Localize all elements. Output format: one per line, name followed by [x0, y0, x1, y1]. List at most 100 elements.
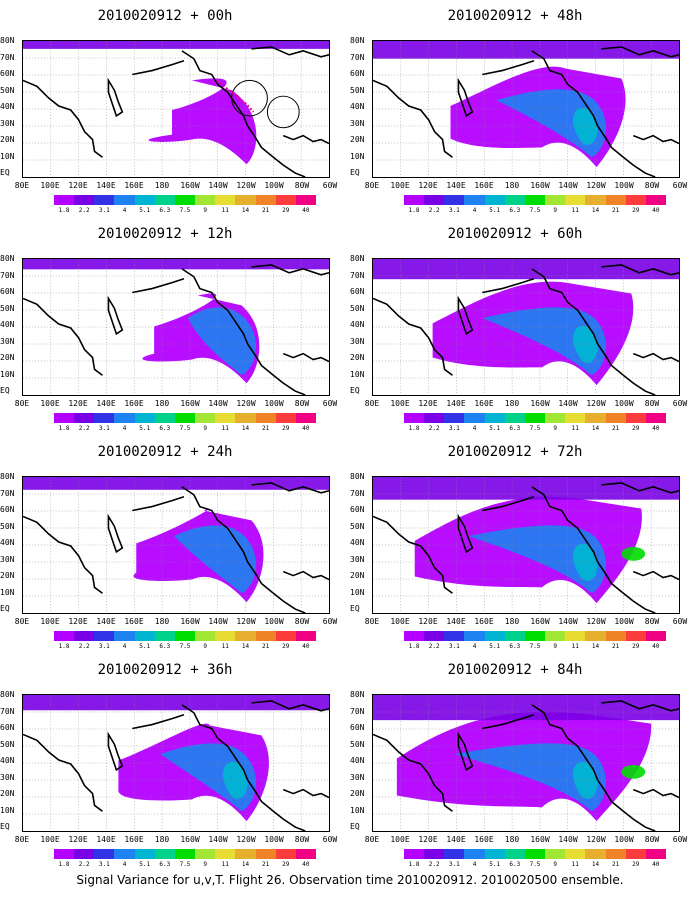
latitude-label: 70N	[350, 52, 365, 62]
colorbar-swatch	[645, 195, 667, 205]
colorbar-label: 4	[472, 643, 477, 650]
longitude-label: 160W	[530, 835, 550, 844]
colorbar-label: 7.5	[529, 643, 541, 650]
longitude-label: 140E	[446, 399, 466, 408]
colorbar-label: 14	[241, 861, 250, 868]
forecast-panel: 2010020912 + 72h 80N 70N 60N 50N 40N 30N 20N 10N…	[350, 436, 700, 654]
longitude-label: 80E	[364, 617, 380, 626]
latitude-label: 50N	[0, 739, 15, 749]
colorbar-label: 40	[652, 643, 660, 650]
colorbar-swatch	[74, 631, 95, 641]
longitude-label: 80E	[14, 617, 30, 626]
latitude-label: 40N	[0, 538, 15, 547]
longitude-label: 120W	[236, 181, 256, 190]
colorbar-label: 1.8	[408, 643, 420, 650]
latitude-label: EQ	[0, 822, 10, 831]
longitude-label: 80E	[364, 835, 380, 844]
colorbar-swatch	[504, 413, 525, 423]
longitude-label: 80E	[14, 181, 30, 190]
latitude-label: 40N	[0, 320, 15, 329]
longitude-label: 180	[504, 181, 520, 190]
colorbar-swatch	[565, 631, 586, 641]
colorbar-swatch	[235, 631, 256, 641]
latitude-label: 40N	[0, 102, 15, 111]
colorbar-swatch	[94, 413, 115, 423]
latitude-label: EQ	[350, 386, 360, 395]
longitude-label: 160W	[180, 617, 200, 626]
longitude-label: 180	[504, 835, 520, 844]
longitude-label: 100W	[614, 181, 634, 190]
colorbar-swatch	[585, 631, 606, 641]
colorbar-label: 3.1	[98, 861, 110, 868]
coastline	[23, 733, 103, 812]
latitude-label: 20N	[350, 135, 365, 144]
colorbar-label: 1.8	[58, 207, 70, 214]
latitude-label: 10N	[0, 587, 15, 597]
longitude-label: 160W	[180, 835, 200, 844]
colorbar-label: 14	[241, 643, 250, 650]
colorbar-swatch	[645, 631, 667, 641]
colorbar-label: 7.5	[179, 425, 191, 432]
colorbar-swatch	[464, 849, 485, 859]
colorbar-label: 29	[632, 643, 640, 650]
colorbar-swatch	[94, 195, 115, 205]
longitude-label: 120E	[68, 617, 88, 626]
longitude-label: 160W	[180, 181, 200, 190]
colorbar-label: 3.1	[448, 643, 460, 650]
colorbar-label: 40	[652, 861, 660, 868]
latitude-label: 60N	[0, 287, 15, 296]
latitude-label: 20N	[350, 353, 365, 362]
colorbar-label: 14	[591, 643, 600, 650]
colorbar-label: 3.1	[448, 425, 460, 432]
colorbar-swatch	[545, 631, 566, 641]
colorbar-swatch	[154, 413, 175, 423]
map-plot	[22, 694, 330, 832]
colorbar-swatch	[524, 631, 546, 641]
forecast-panel: 2010020912 + 12h 80N 70N 60N 50N 40N 30N 20N 10N…	[0, 218, 350, 436]
colorbar-swatch	[94, 631, 115, 641]
colorbar-labels: 1.8 2.2 3.1 4 5.1 6.3 7.5 9 11 14 21 29 40	[404, 643, 666, 651]
colorbar-swatch	[504, 195, 525, 205]
variance-field-north	[23, 41, 329, 49]
colorbar-swatch	[464, 195, 485, 205]
map-plot	[372, 258, 680, 396]
variance-field-north	[23, 477, 329, 490]
longitude-axis: 80E 100E 120E 140E 160E 180 160W 140W 120W 100W 80…	[365, 181, 687, 191]
colorbar-swatch	[444, 631, 465, 641]
colorbar-swatch	[114, 631, 135, 641]
latitude-label: 80N	[350, 254, 365, 263]
colorbar-swatch	[114, 849, 135, 859]
colorbar-swatch	[524, 195, 546, 205]
longitude-label: 160E	[124, 617, 144, 626]
colorbar-swatch	[605, 849, 626, 859]
colorbar	[54, 631, 317, 641]
colorbar-label: 4	[472, 861, 477, 868]
colorbar-label: 9	[553, 207, 557, 214]
colorbar-swatch	[484, 849, 505, 859]
coastline	[132, 277, 185, 294]
latitude-label: 80N	[0, 36, 15, 45]
colorbar-label: 4	[472, 425, 477, 432]
colorbar-label: 9	[203, 861, 207, 868]
coastline	[601, 46, 679, 58]
colorbar-label: 2.2	[78, 207, 90, 214]
colorbar-label: 7.5	[529, 207, 541, 214]
latitude-label: 50N	[0, 85, 15, 95]
colorbar-label: 5.1	[139, 643, 151, 650]
coastline	[181, 486, 306, 613]
variance-field-mid	[496, 89, 607, 158]
colorbar-label: 1.8	[408, 861, 420, 868]
forecast-panel: 2010020912 + 00h 80N 70N 60N 50N 40N 30N 20N 10N…	[0, 0, 350, 218]
colorbar-swatch	[504, 631, 525, 641]
panel-title: 2010020912 + 84h	[447, 662, 583, 678]
forecast-panel: 2010020912 + 24h 80N 70N 60N 50N 40N 30N 20N 10N…	[0, 436, 350, 654]
coastline	[482, 495, 535, 512]
longitude-label: 180	[154, 835, 170, 844]
colorbar-swatch	[484, 413, 505, 423]
latitude-label: EQ	[350, 604, 360, 613]
colorbar-swatch	[54, 849, 75, 859]
coastline	[251, 700, 329, 712]
coastline	[251, 264, 329, 276]
variance-field-low	[148, 78, 257, 165]
panel-title: 2010020912 + 00h	[97, 8, 233, 24]
